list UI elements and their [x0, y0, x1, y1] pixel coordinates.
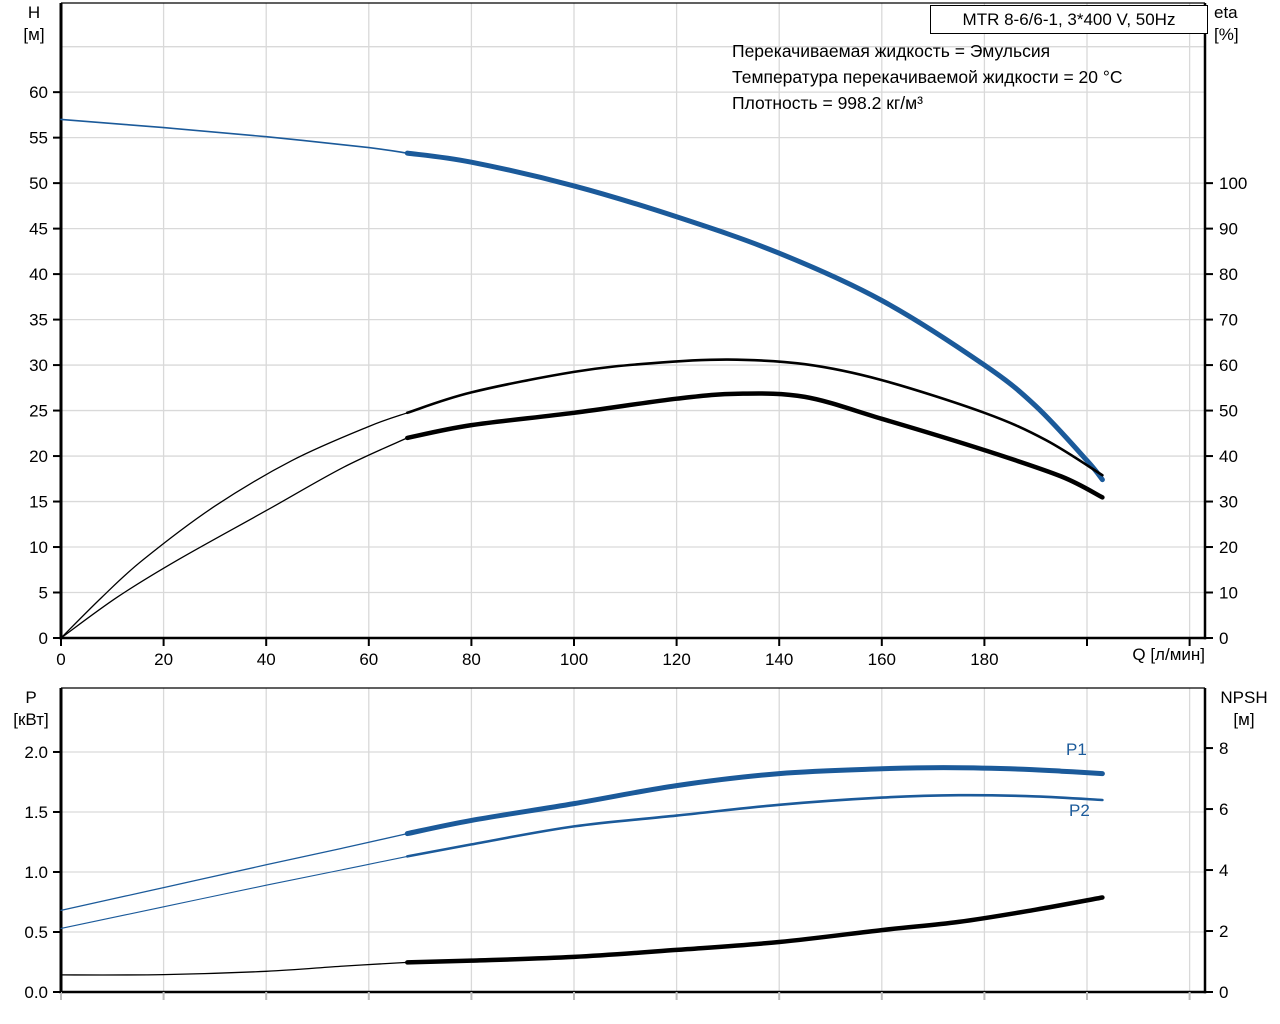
curve-p1-power-input [404, 765, 1105, 837]
y-tick-label-left: 40 [29, 265, 48, 284]
y-tick-label-right: 0 [1219, 983, 1228, 1002]
curve-h-q-curve-thin [60, 118, 409, 154]
y-tick-label-left: 0 [39, 629, 48, 648]
y-tick-label-left: 15 [29, 493, 48, 512]
y-tick-label-right: 4 [1219, 861, 1228, 880]
y-tick-label-right: 60 [1219, 356, 1238, 375]
y-tick-label-right: 100 [1219, 174, 1247, 193]
y-tick-label-left: 25 [29, 402, 48, 421]
pump-type-title: MTR 8-6/6-1, 3*400 V, 50Hz [962, 9, 1176, 29]
y-tick-label-left: 45 [29, 220, 48, 239]
left-axis-label-power: P [кВт] [2, 687, 60, 731]
x-tick-label: 80 [462, 650, 481, 669]
curve-eta-pump-curve [406, 358, 1104, 477]
curve-p2-shaft-power-thin [60, 855, 408, 929]
x-tick-label: 100 [560, 650, 588, 669]
x-tick-label: 120 [662, 650, 690, 669]
y-tick-label-right: 40 [1219, 447, 1238, 466]
y-tick-label-left: 60 [29, 83, 48, 102]
y-tick-label-left: 50 [29, 174, 48, 193]
y-tick-label-left: 55 [29, 129, 48, 148]
y-tick-label-right: 10 [1219, 584, 1238, 603]
y-tick-label-right: 6 [1219, 800, 1228, 819]
y-tick-label-left: 10 [29, 538, 48, 557]
y-tick-label-right: 80 [1219, 265, 1238, 284]
curve-p1-power-input-thin [60, 832, 408, 912]
curve-npsh-curve [405, 895, 1105, 965]
power-axis-symbol: P [25, 688, 37, 707]
y-tick-label-left: 5 [39, 584, 48, 603]
x-tick-label: 60 [359, 650, 378, 669]
y-tick-label-left: 1.0 [24, 863, 48, 882]
npsh-axis-unit: [м] [1233, 710, 1255, 729]
y-tick-label-right: 70 [1219, 311, 1238, 330]
y-tick-label-left: 0.0 [24, 983, 48, 1002]
y-tick-label-right: 90 [1219, 220, 1238, 239]
left-axis-label-head: H [м] [8, 2, 60, 46]
y-tick-label-left: 2.0 [24, 743, 48, 762]
power-axis-unit: [кВт] [13, 710, 49, 729]
y-tick-label-left: 30 [29, 356, 48, 375]
x-tick-label: 20 [154, 650, 173, 669]
right-axis-label-eta: eta [%] [1214, 2, 1274, 46]
head-axis-symbol: H [27, 3, 41, 22]
y-tick-label-right: 20 [1219, 538, 1238, 557]
y-tick-label-left: 0.5 [24, 923, 48, 942]
x-tick-label: 180 [970, 650, 998, 669]
info-line-liquid: Перекачиваемая жидкость = Эмульсия [732, 41, 1051, 61]
y-tick-label-left: 35 [29, 311, 48, 330]
info-line-density: Плотность = 998.2 кг/м³ [732, 93, 923, 113]
y-tick-label-right: 50 [1219, 402, 1238, 421]
p2-curve-label: P2 [1069, 801, 1090, 820]
right-axis-label-npsh: NPSH [м] [1210, 687, 1278, 731]
y-tick-label-right: 30 [1219, 493, 1238, 512]
y-tick-label-left: 20 [29, 447, 48, 466]
curve-p2-shaft-power [406, 793, 1104, 858]
y-tick-label-right: 2 [1219, 922, 1228, 941]
curve-eta-pump+motor-curve-thin [60, 437, 408, 639]
y-tick-label-left: 1.5 [24, 803, 48, 822]
pump-type-title-box: MTR 8-6/6-1, 3*400 V, 50Hz [930, 5, 1208, 34]
x-axis-label-flow: Q [л/мин] [1132, 645, 1205, 664]
curve-eta-pump+motor-curve [405, 391, 1105, 500]
x-tick-label: 160 [868, 650, 896, 669]
eta-axis-unit: [%] [1214, 25, 1239, 44]
curve-eta-pump-curve-thin [60, 412, 408, 639]
y-tick-label-right: 0 [1219, 629, 1228, 648]
curve-npsh-curve-thin [60, 961, 408, 976]
eta-axis-symbol: eta [1214, 3, 1238, 22]
x-tick-label: 140 [765, 650, 793, 669]
curve-h-q-curve [404, 150, 1105, 483]
liquid-info-block: Перекачиваемая жидкость = Эмульсия Темпе… [732, 38, 1123, 116]
x-tick-label: 0 [56, 650, 65, 669]
head-axis-unit: [м] [23, 25, 45, 44]
npsh-axis-symbol: NPSH [1220, 688, 1268, 707]
x-tick-label: 40 [257, 650, 276, 669]
info-line-temperature: Температура перекачиваемой жидкости = 20… [732, 67, 1123, 87]
p1-curve-label: P1 [1066, 740, 1087, 759]
y-tick-label-right: 8 [1219, 739, 1228, 758]
